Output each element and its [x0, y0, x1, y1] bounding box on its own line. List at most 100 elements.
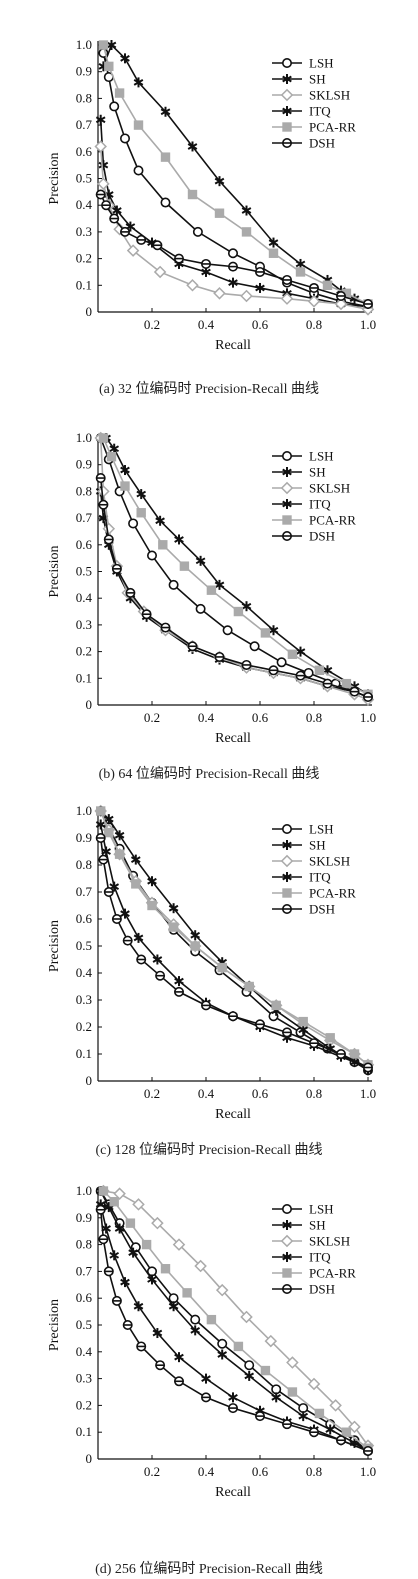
legend-item-dsh: DSH: [272, 1282, 335, 1297]
legend-marker-lsh: [281, 450, 292, 461]
data-point-dsh: [98, 1234, 109, 1245]
data-point-itq: [133, 77, 144, 88]
data-point-pca-rr: [271, 1000, 281, 1011]
legend-label: DSH: [309, 902, 335, 917]
data-point-itq: [217, 1349, 228, 1360]
y-axis-title: Precision: [47, 920, 62, 972]
data-point-dsh: [174, 253, 185, 264]
legend-marker-sklsh: [280, 481, 294, 495]
data-point-dsh: [120, 226, 131, 237]
data-point-dsh: [255, 266, 266, 277]
data-point-dsh: [155, 970, 166, 981]
legend-label: SKLSH: [309, 1234, 350, 1249]
y-tick-label: 0.3: [76, 617, 92, 632]
data-point-pca-rr: [114, 88, 125, 98]
series-line-sklsh: [99, 810, 369, 1066]
data-point-dsh: [95, 473, 106, 484]
x-tick-label: 0.6: [252, 1464, 269, 1479]
legend-item-sklsh: SKLSH: [272, 1234, 350, 1249]
data-point-lsh: [217, 1338, 228, 1349]
pr-chart-64bit: 0 0.1 0.2 0.3 0.4 0.5 0.6 0.7 0.8 0.9 1.0 0.2 0.4 0.6…: [0, 393, 418, 787]
data-point-dsh: [335, 1048, 346, 1059]
legend-label: LSH: [309, 56, 334, 71]
data-point-dsh: [125, 587, 136, 598]
legend-marker-sh: [282, 467, 292, 477]
data-point-dsh: [335, 290, 346, 301]
data-point-sh: [174, 1352, 184, 1363]
pr-chart-128bit: 0 0.1 0.2 0.3 0.4 0.5 0.6 0.7 0.8 0.9 1.0 0.2 0.4 0.6…: [0, 787, 418, 1177]
data-point-pca-rr: [287, 649, 298, 659]
data-point-pca-rr: [141, 1239, 152, 1250]
series-line-sklsh: [99, 437, 369, 701]
data-point-pca-rr: [168, 922, 179, 932]
x-tick-label: 0.2: [144, 1464, 160, 1479]
chart-svg-64bit: 0 0.1 0.2 0.3 0.4 0.5 0.6 0.7 0.8 0.9 1.0 0.2 0.4 0.6…: [47, 430, 376, 746]
data-point-lsh: [228, 248, 239, 259]
legend-item-sh: SH: [272, 838, 326, 853]
data-point-sh: [120, 908, 130, 919]
legend-label: LSH: [309, 449, 334, 464]
series-itq: [101, 433, 373, 700]
series-line-itq: [99, 1190, 369, 1452]
x-tick-label: 1.0: [360, 1086, 376, 1101]
data-point-sklsh: [264, 1334, 278, 1348]
x-tick-label: 0.4: [198, 1086, 215, 1101]
caption-256bit: (d) 256 位编码时 Precision-Recall 曲线: [95, 1562, 323, 1577]
legend-label: SKLSH: [309, 854, 350, 869]
y-tick-label: 0.1: [76, 1424, 92, 1439]
data-point-sklsh: [97, 485, 110, 498]
data-point-pca-rr: [131, 879, 141, 889]
data-point-dsh: [98, 499, 109, 510]
y-tick-label: 0.1: [76, 1046, 92, 1061]
data-point-pca-rr: [187, 189, 198, 200]
data-point-lsh: [147, 550, 158, 561]
data-point-dsh: [241, 659, 252, 670]
series-sklsh: [97, 1184, 375, 1452]
legend-marker-lsh: [281, 823, 292, 834]
data-point-lsh: [168, 579, 179, 590]
data-point-itq: [295, 646, 306, 657]
data-point-lsh: [222, 625, 233, 636]
data-point-pca-rr: [104, 827, 114, 838]
chart-svg-256bit: 0 0.1 0.2 0.3 0.4 0.5 0.6 0.7 0.8 0.9 1.0 0.2 0.4 0.6…: [47, 1183, 376, 1500]
x-tick-label: 1.0: [360, 317, 376, 332]
data-point-pca-rr: [114, 849, 125, 859]
y-tick-label: 0.4: [76, 590, 93, 605]
data-point-pca-rr: [260, 1365, 271, 1376]
y-tick-label: 0.1: [76, 277, 92, 292]
legend-label: ITQ: [309, 104, 331, 119]
x-axis-title: Recall: [215, 1485, 251, 1500]
legend-marker-dsh: [281, 138, 292, 149]
data-point-sklsh: [307, 1377, 321, 1391]
series-line-pca-rr: [99, 810, 369, 1066]
legend-item-sh: SH: [272, 1218, 326, 1233]
data-point-itq: [349, 1057, 360, 1068]
data-point-dsh: [155, 1360, 166, 1371]
y-tick-label: 0.8: [76, 1237, 92, 1252]
y-tick-label: 0: [86, 1451, 93, 1466]
legend-marker-pca-rr: [282, 515, 292, 525]
data-point-sh: [152, 1328, 163, 1339]
data-point-pca-rr: [158, 540, 168, 550]
data-point-sklsh: [213, 287, 226, 300]
data-point-dsh: [174, 986, 185, 997]
data-point-pca-rr: [160, 1264, 171, 1274]
legend-label: SKLSH: [309, 88, 350, 103]
data-point-sh: [228, 1392, 238, 1403]
data-point-pca-rr: [244, 981, 254, 992]
legend-marker-itq: [282, 1252, 292, 1262]
y-tick-label: 0.2: [76, 1019, 92, 1034]
data-point-dsh: [228, 261, 239, 272]
data-point-sklsh: [329, 1399, 342, 1412]
legend-label: LSH: [309, 822, 334, 837]
legend-item-dsh: DSH: [272, 902, 335, 917]
data-point-itq: [147, 876, 157, 887]
x-tick-label: 0.6: [252, 317, 269, 332]
data-point-lsh: [120, 133, 131, 144]
data-point-sh: [95, 114, 106, 125]
legend-item-sklsh: SKLSH: [272, 854, 350, 869]
series-dsh: [95, 189, 373, 309]
data-point-pca-rr: [298, 1016, 308, 1027]
data-point-lsh: [168, 1293, 179, 1304]
data-point-dsh: [308, 1427, 319, 1438]
